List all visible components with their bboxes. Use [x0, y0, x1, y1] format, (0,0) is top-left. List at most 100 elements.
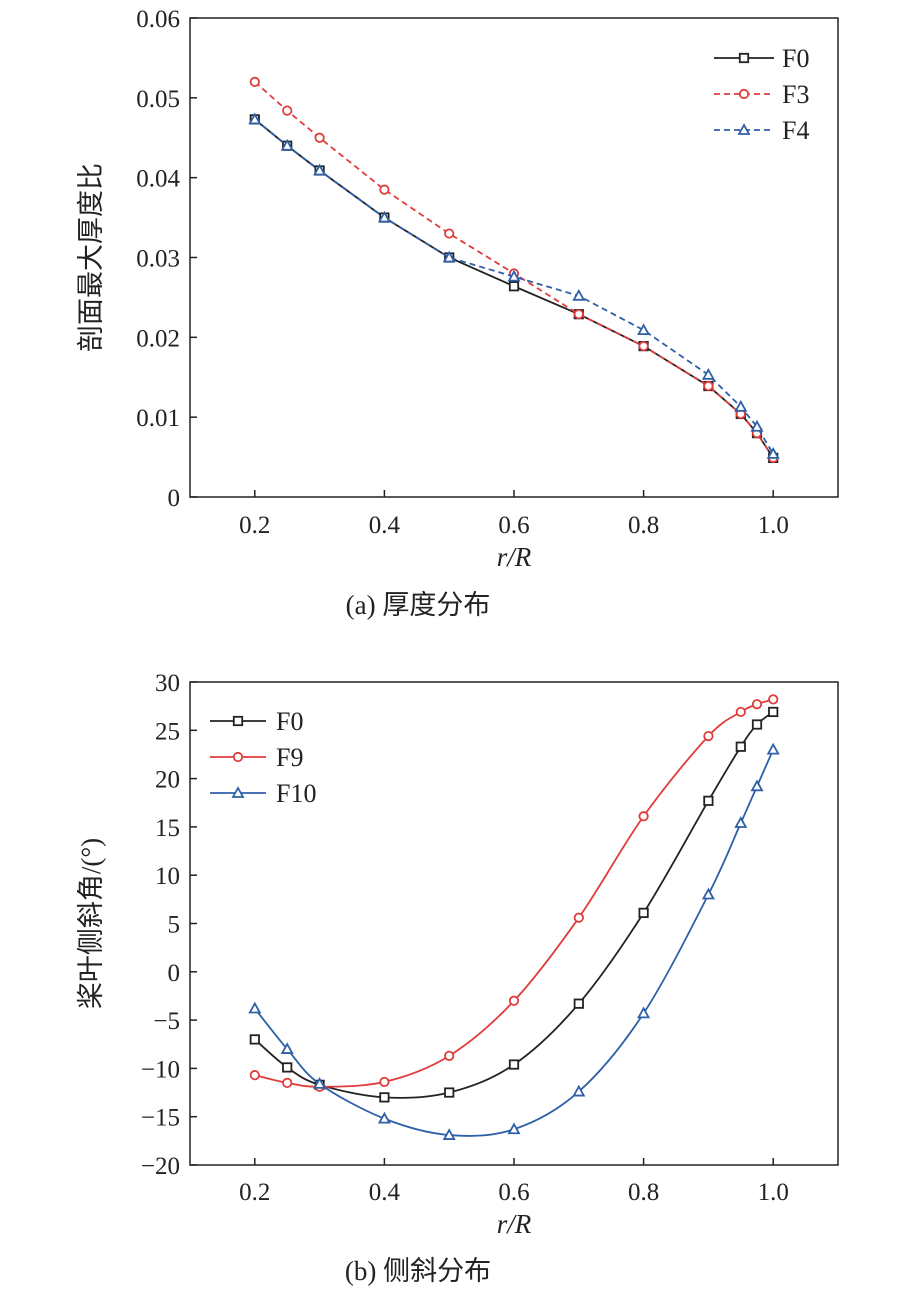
data-point-F4 [377, 210, 391, 223]
y-axis-title: 桨叶侧斜角/(°) [76, 838, 106, 1009]
data-point-F10 [442, 1128, 456, 1140]
series-F0 [249, 706, 779, 1103]
legend-marker-F0 [738, 52, 750, 64]
x-axis-title: r/R [497, 542, 532, 572]
plot-frame [189, 17, 839, 498]
data-point-F4 [248, 112, 262, 125]
data-point-F9 [735, 706, 746, 718]
data-point-F3 [249, 76, 260, 87]
y-tick-label: −20 [141, 1153, 180, 1180]
data-point-F10 [377, 1111, 391, 1124]
data-point-F9 [703, 730, 714, 742]
data-point-F10 [766, 742, 780, 755]
series-F3 [249, 76, 779, 463]
x-tick-label: 0.4 [369, 512, 401, 539]
data-point-F9 [249, 1070, 260, 1081]
data-point-F3 [379, 184, 390, 195]
data-point-F4 [280, 138, 294, 151]
series-F4 [248, 112, 780, 459]
y-tick-label: −10 [141, 1056, 180, 1083]
y-tick-label: 0 [168, 485, 181, 512]
legend-label: F4 [782, 116, 809, 145]
data-point-F4 [637, 323, 651, 336]
legend-marker-F10 [231, 786, 245, 798]
data-point-F4 [507, 269, 521, 282]
series-F10 [248, 742, 780, 1140]
y-tick-label: −5 [153, 1008, 180, 1035]
data-point-F0 [508, 281, 520, 292]
legend-label: F0 [782, 44, 809, 73]
data-point-F0 [735, 741, 746, 752]
data-point-F0 [379, 1092, 390, 1103]
chart-caption: (b) 侧斜分布 [345, 1256, 491, 1286]
y-tick-label: 0.04 [136, 166, 180, 193]
y-tick-label: 30 [155, 670, 180, 697]
y-tick-label: 15 [155, 815, 180, 842]
data-point-F10 [572, 1084, 586, 1097]
data-point-F0 [638, 907, 649, 918]
y-tick-label: 0 [168, 960, 181, 987]
data-point-F4 [442, 250, 456, 263]
data-point-F10 [507, 1122, 521, 1135]
y-tick-label: 25 [155, 718, 180, 745]
y-tick-label: 0.06 [136, 6, 180, 33]
y-tick-label: 0.01 [136, 405, 180, 432]
x-tick-label: 0.6 [498, 512, 529, 539]
chart-a: 0.2 0.4 0.6 0.8 1.0 0 0.01 0.02 0.03 0.04 0.05 0.06… [76, 6, 839, 620]
x-tick-label: 0.8 [628, 1179, 659, 1206]
y-tick-label: 5 [168, 912, 181, 939]
data-point-F3 [703, 380, 714, 392]
x-tick-label: 0.4 [369, 1179, 401, 1206]
data-point-F0 [573, 998, 584, 1009]
legend-marker-F3 [738, 88, 750, 100]
data-point-F3 [314, 132, 325, 143]
data-point-F10 [734, 816, 748, 828]
y-axis-title: 剖面最大厚度比 [76, 163, 106, 352]
data-point-F3 [638, 341, 649, 352]
legend-label: F10 [276, 779, 316, 808]
data-point-F3 [444, 228, 455, 239]
data-point-F4 [313, 163, 327, 176]
data-point-F9 [768, 694, 779, 705]
x-tick-label: 0.8 [628, 512, 659, 539]
data-point-F9 [282, 1077, 293, 1088]
x-tick-label: 0.2 [239, 512, 270, 539]
data-point-F9 [751, 699, 763, 710]
data-point-F9 [508, 995, 520, 1006]
legend-marker-F9 [232, 751, 244, 763]
data-point-F0 [249, 1034, 260, 1045]
series-F0 [249, 114, 779, 463]
legend-marker-F0 [232, 715, 244, 727]
data-point-F3 [282, 105, 293, 116]
data-point-F9 [379, 1076, 390, 1088]
series-F9 [249, 694, 779, 1092]
chart-b: 0.2 0.4 0.6 0.8 1.0 −20 −15 −10 −5 0 5 10 15 20 25 30 r/… [76, 670, 839, 1286]
data-point-F0 [768, 706, 779, 718]
y-tick-label: 10 [155, 863, 180, 890]
data-point-F4 [701, 368, 715, 380]
legend-marker-F4 [737, 123, 751, 135]
data-point-F10 [248, 1001, 262, 1014]
y-tick-label: 0.05 [136, 86, 180, 113]
data-point-F3 [573, 309, 584, 320]
data-point-F10 [313, 1077, 327, 1089]
y-tick-label: 0.03 [136, 246, 180, 273]
data-point-F9 [444, 1050, 455, 1061]
data-point-F10 [280, 1042, 294, 1054]
x-axis-title: r/R [497, 1209, 532, 1239]
data-point-F0 [508, 1059, 520, 1070]
y-tick-label: −15 [141, 1105, 180, 1132]
series-line-F9 [254, 698, 774, 1088]
chart-caption: (a) 厚度分布 [346, 590, 491, 620]
data-point-F4 [734, 399, 748, 412]
legend-label: F9 [276, 743, 303, 772]
legend-label: F0 [276, 707, 303, 736]
data-point-F0 [444, 1087, 455, 1098]
data-point-F0 [703, 795, 714, 806]
x-tick-label: 0.6 [498, 1179, 529, 1206]
data-point-F10 [750, 779, 764, 792]
data-point-F0 [282, 1062, 293, 1073]
x-tick-label: 1.0 [758, 512, 789, 539]
data-point-F4 [766, 447, 780, 459]
